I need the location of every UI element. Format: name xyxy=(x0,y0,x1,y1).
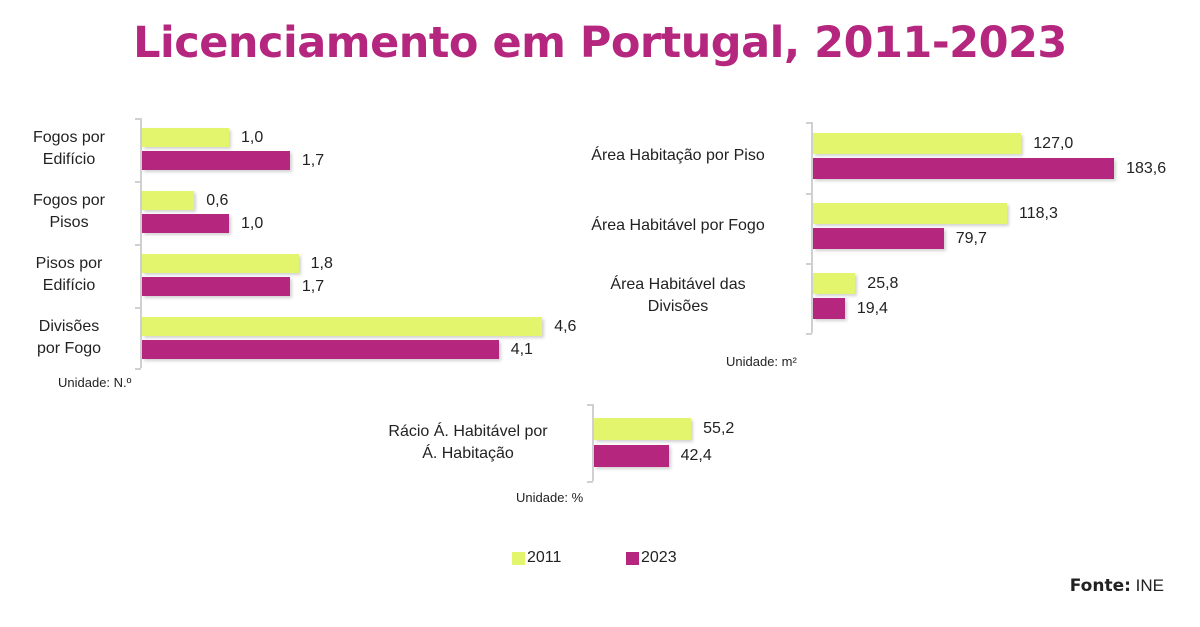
category-label: Pisos por Edifício xyxy=(35,255,103,294)
bar-2023 xyxy=(813,228,944,249)
bar-2023 xyxy=(142,340,499,359)
data-label: 0,6 xyxy=(206,191,229,209)
category-label: Área Habitável das Divisões xyxy=(610,276,746,315)
data-label: 42,4 xyxy=(680,447,712,464)
data-label: 79,7 xyxy=(955,229,987,247)
unit-label: Unidade: N.º xyxy=(58,375,132,390)
y-axis xyxy=(592,404,594,481)
source-label: Fonte: xyxy=(1069,576,1131,596)
data-label: 127,0 xyxy=(1033,134,1074,152)
data-label: 19,4 xyxy=(856,299,888,317)
bar-2011 xyxy=(142,128,229,147)
legend-item-2023: 2023 xyxy=(626,549,677,567)
data-label: 1,7 xyxy=(301,151,325,169)
data-label: 1,0 xyxy=(241,214,264,232)
bar-2023 xyxy=(813,298,845,319)
bar-2023 xyxy=(142,214,229,233)
bar-2011 xyxy=(142,191,195,210)
data-label: 1,0 xyxy=(241,128,264,146)
data-label: 55,2 xyxy=(703,420,735,437)
axis-tick xyxy=(587,404,593,406)
bar-2011 xyxy=(594,418,692,440)
bar-2023 xyxy=(594,445,669,467)
data-label: 1,7 xyxy=(301,277,325,295)
category-label: Fogos por Edifício xyxy=(32,129,106,168)
axis-tick xyxy=(587,481,593,483)
category-label: Fogos por Pisos xyxy=(32,192,106,231)
axis-tick xyxy=(135,244,141,246)
bar-2011 xyxy=(813,133,1022,154)
data-label: 1,8 xyxy=(310,254,333,272)
axis-tick xyxy=(806,122,812,124)
y-axis xyxy=(811,122,813,333)
data-label: 118,3 xyxy=(1019,204,1058,222)
data-label: 183,6 xyxy=(1126,159,1167,177)
axis-tick xyxy=(135,368,141,370)
chart-title: Licenciamento em Portugal, 2011-2023 xyxy=(133,18,1067,68)
source: Fonte: INE xyxy=(1070,576,1164,596)
legend-swatch-2023 xyxy=(626,551,639,565)
bar-2011 xyxy=(142,317,543,336)
category-label: Rácio Á. Habitável por Á. Habitação xyxy=(388,422,548,462)
bar-2023 xyxy=(142,151,290,170)
data-label: 4,1 xyxy=(510,340,533,358)
axis-tick xyxy=(806,193,812,195)
bar-2011 xyxy=(813,203,1007,224)
bar-2023 xyxy=(813,158,1115,179)
source-value: INE xyxy=(1135,576,1164,595)
axis-tick xyxy=(806,333,812,335)
unit-label: Unidade: % xyxy=(516,490,584,505)
unit-label: Unidade: m² xyxy=(726,354,797,369)
axis-tick xyxy=(135,118,141,120)
bar-2011 xyxy=(813,273,856,294)
legend-item-2011: 2011 xyxy=(512,549,561,567)
data-label: 4,6 xyxy=(554,317,577,335)
axis-tick xyxy=(806,263,812,265)
axis-tick xyxy=(135,307,141,309)
axis-tick xyxy=(135,181,141,183)
legend-label: 2011 xyxy=(527,549,562,566)
data-label: 25,8 xyxy=(867,274,899,292)
bar-2011 xyxy=(142,254,299,273)
category-label: Área Habitável por Fogo xyxy=(591,217,765,234)
bar-2023 xyxy=(142,277,290,296)
category-label: Área Habitação por Piso xyxy=(591,147,765,164)
legend-label: 2023 xyxy=(641,549,677,566)
y-axis xyxy=(140,118,142,368)
category-label: Divisões por Fogo xyxy=(36,318,102,357)
legend-swatch-2011 xyxy=(512,551,525,565)
